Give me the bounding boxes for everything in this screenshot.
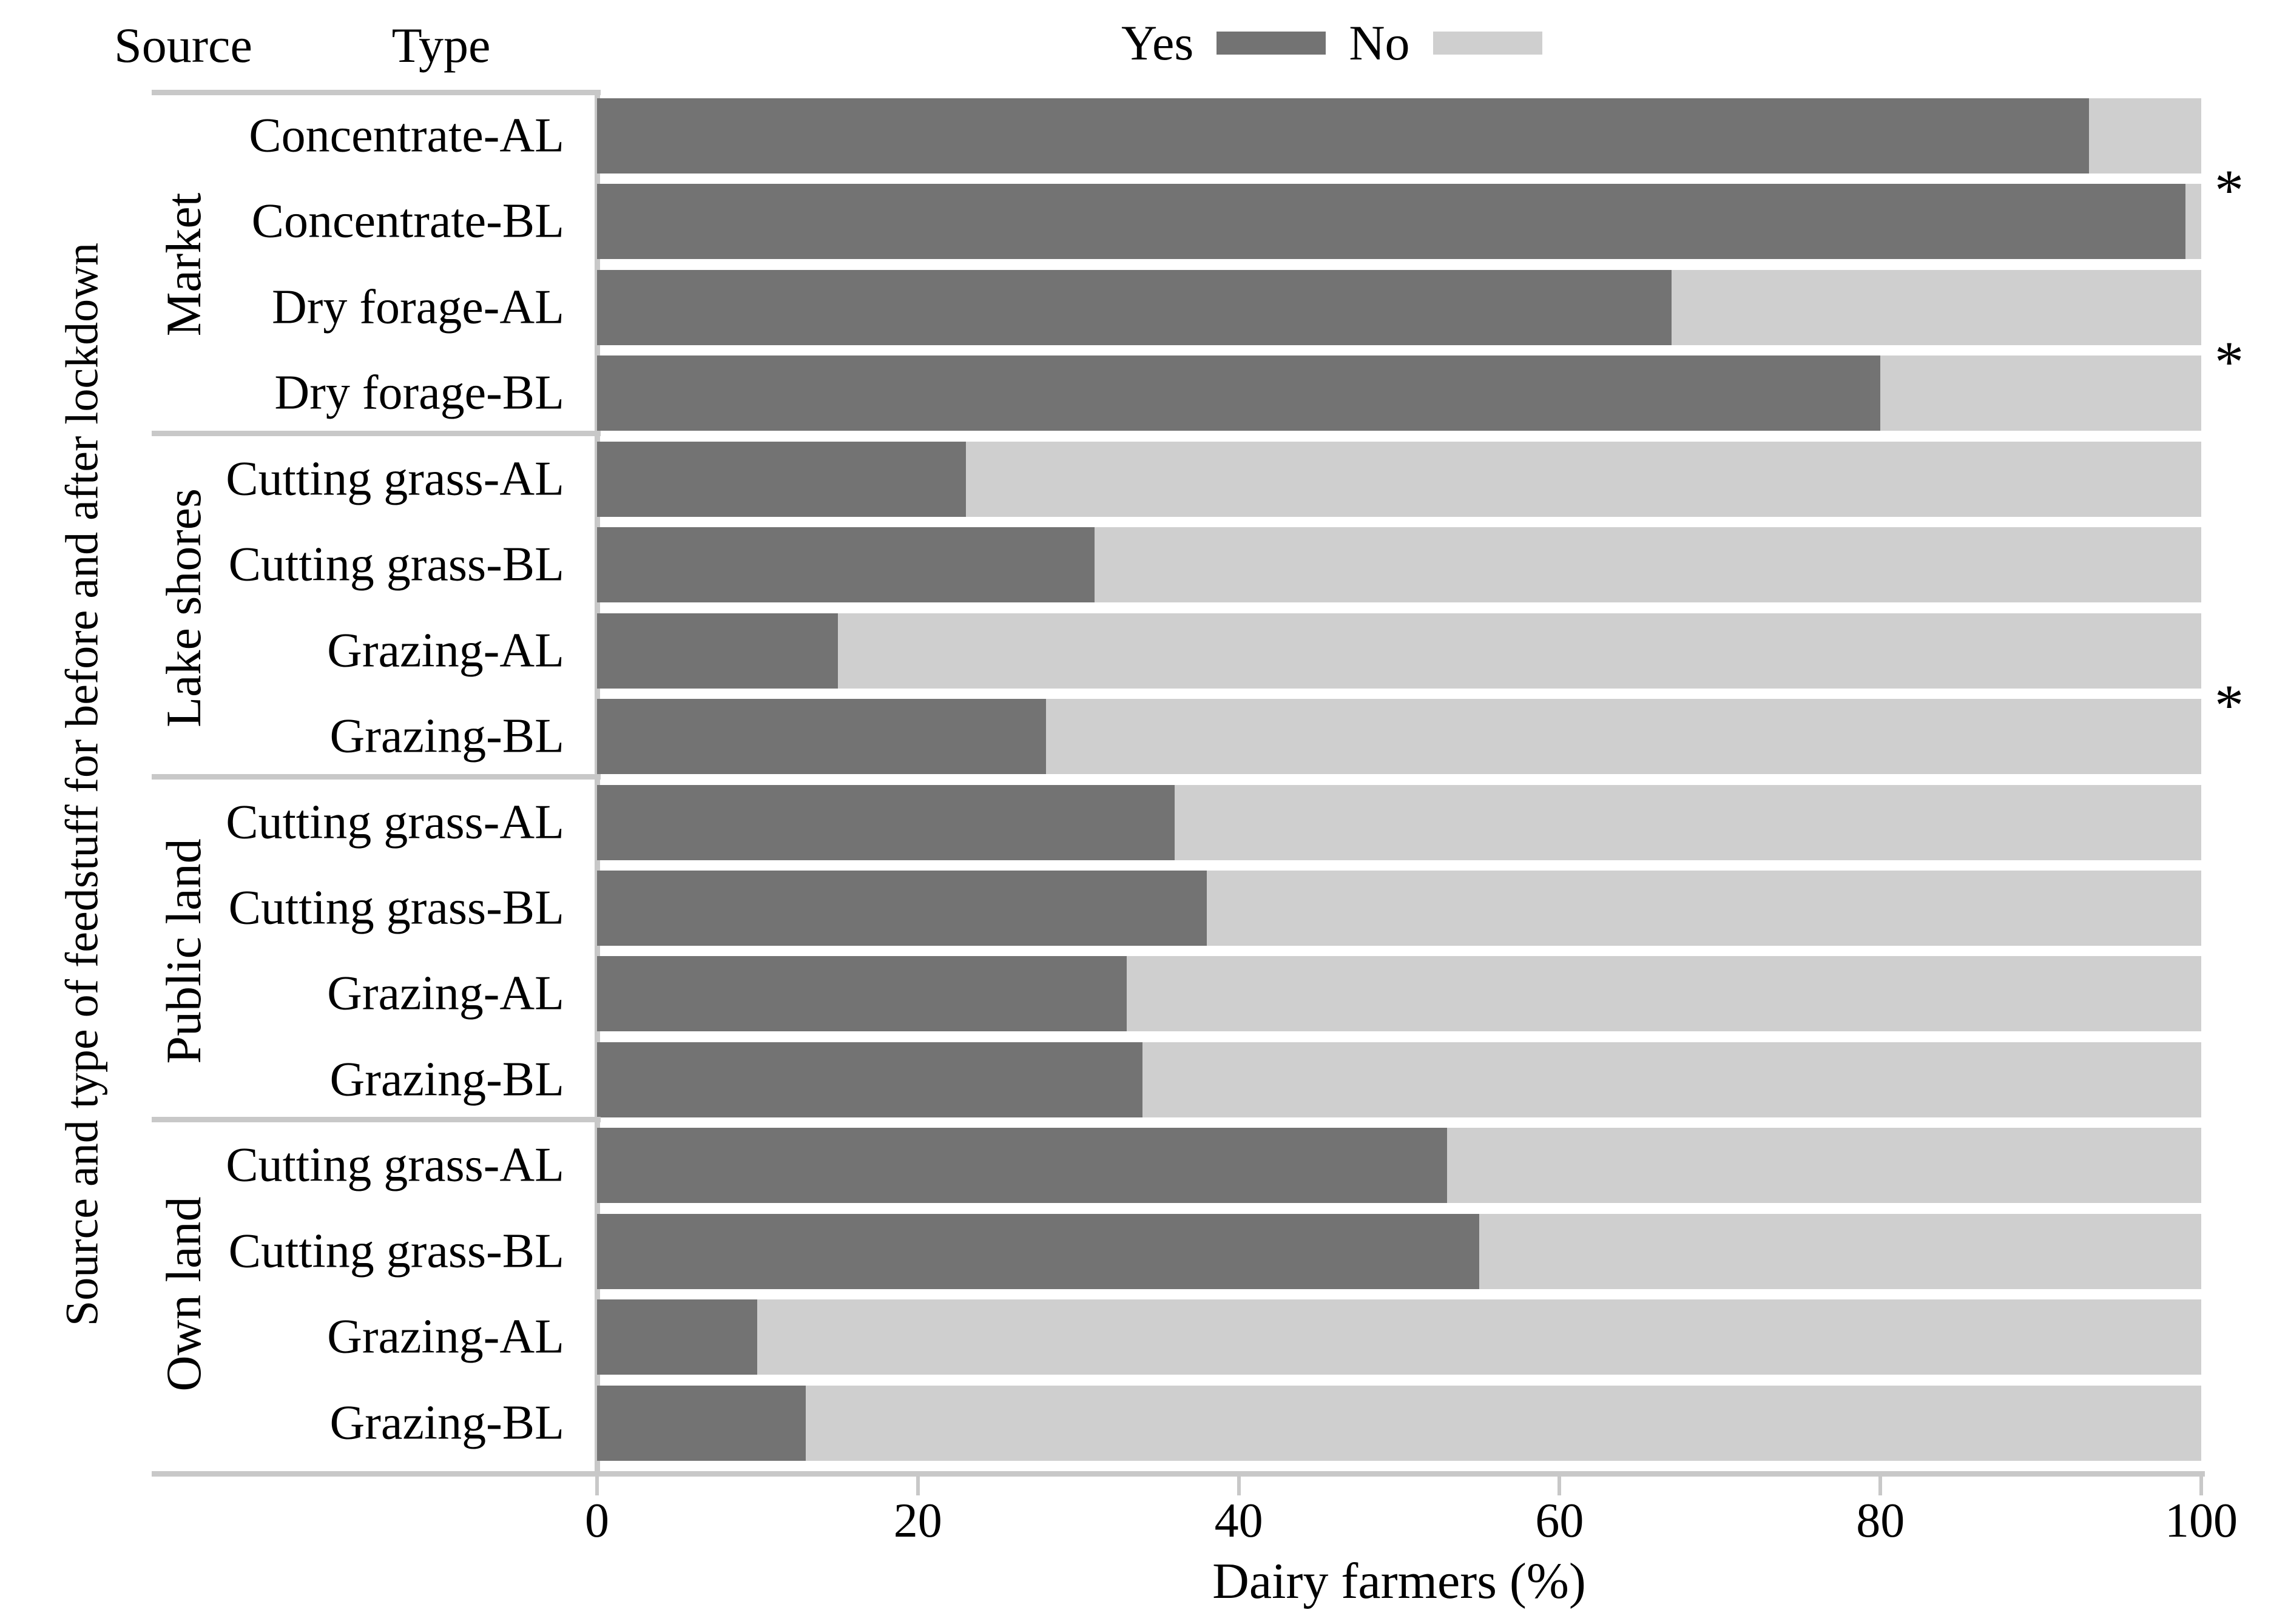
bar-own-land-grazing-bl — [597, 1385, 2201, 1461]
row-label: Grazing-AL — [327, 624, 564, 678]
legend: Yes No — [1121, 15, 1542, 72]
bar-public-land-cutting-grass-bl — [597, 870, 2201, 946]
row-label: Dry forage-AL — [272, 280, 564, 334]
group-separator — [152, 1117, 601, 1123]
x-axis-tick-label: 20 — [893, 1494, 942, 1548]
bar-segment-yes — [597, 956, 1127, 1032]
group-separator — [152, 430, 601, 436]
y-axis-title: Source and type of feedstuff for before … — [56, 243, 108, 1326]
x-axis-tick-label: 40 — [1214, 1494, 1263, 1548]
bar-segment-yes — [597, 355, 1881, 431]
bar-segment-yes — [597, 1128, 1448, 1204]
bar-segment-no — [966, 441, 2201, 517]
bar-segment-yes — [597, 98, 2089, 174]
legend-swatch-yes — [1217, 32, 1326, 55]
group-label-public-land: Public land — [156, 838, 211, 1064]
group-label-own-land: Own land — [156, 1196, 211, 1392]
row-label: Dry forage-BL — [274, 366, 564, 420]
group-separator — [152, 773, 601, 780]
legend-label-no: No — [1349, 15, 1410, 70]
column-header-source: Source — [114, 18, 252, 73]
group-label-market: Market — [156, 192, 211, 337]
bar-segment-yes — [597, 1299, 758, 1375]
row-label: Grazing-AL — [327, 966, 564, 1020]
bar-segment-yes — [597, 527, 1095, 603]
label-panel-right-border — [595, 90, 600, 1477]
significance-asterisk: * — [2215, 672, 2244, 738]
x-axis-tick — [1878, 1476, 1883, 1495]
group-label-lake-shores: Lake shores — [156, 488, 211, 727]
x-axis-tick-label: 60 — [1535, 1494, 1584, 1548]
bar-segment-yes — [597, 269, 1672, 345]
bar-segment-no — [2088, 98, 2201, 174]
row-label: Cutting grass-AL — [226, 1138, 564, 1192]
bar-segment-yes — [597, 1213, 1480, 1289]
row-label: Cutting grass-BL — [228, 537, 564, 591]
bar-segment-yes — [597, 613, 838, 689]
legend-swatch-no — [1433, 32, 1542, 55]
row-label: Concentrate-BL — [251, 194, 564, 248]
bar-segment-yes — [597, 784, 1175, 860]
row-label: Cutting grass-BL — [228, 1224, 564, 1278]
row-label: Grazing-AL — [327, 1310, 564, 1364]
x-axis-tick — [1237, 1476, 1241, 1495]
bar-segment-no — [1880, 355, 2201, 431]
bar-market-concentrate-bl — [597, 184, 2201, 260]
row-label: Concentrate-AL — [249, 109, 564, 163]
bar-segment-no — [1126, 956, 2201, 1032]
label-panel-top-border — [152, 90, 601, 95]
bar-segment-no — [1447, 1128, 2201, 1204]
x-axis-tick — [2199, 1476, 2203, 1495]
bar-public-land-grazing-bl — [597, 1042, 2201, 1117]
bar-own-land-grazing-al — [597, 1299, 2201, 1375]
row-label: Cutting grass-AL — [226, 795, 564, 849]
bar-segment-no — [1206, 870, 2201, 946]
significance-asterisk: * — [2215, 329, 2244, 394]
x-axis-tick-label: 0 — [585, 1494, 609, 1548]
x-axis-tick — [916, 1476, 920, 1495]
x-axis-tick — [595, 1476, 599, 1495]
bar-segment-yes — [597, 1042, 1142, 1117]
x-axis-line — [152, 1471, 2205, 1477]
significance-asterisk: * — [2215, 158, 2244, 223]
bar-segment-yes — [597, 441, 967, 517]
bar-lake-shores-grazing-al — [597, 613, 2201, 689]
bar-segment-yes — [597, 699, 1047, 775]
row-label: Cutting grass-AL — [226, 452, 564, 506]
bar-market-concentrate-al — [597, 98, 2201, 174]
x-axis-tick-label: 80 — [1856, 1494, 1905, 1548]
row-label: Grazing-BL — [329, 709, 564, 763]
row-label: Grazing-BL — [329, 1053, 564, 1107]
bar-lake-shores-cutting-grass-bl — [597, 527, 2201, 603]
bar-segment-yes — [597, 1385, 806, 1461]
row-label: Cutting grass-BL — [228, 881, 564, 935]
bar-public-land-grazing-al — [597, 956, 2201, 1032]
bar-segment-yes — [597, 184, 2185, 260]
bar-public-land-cutting-grass-al — [597, 784, 2201, 860]
bar-segment-no — [1174, 784, 2201, 860]
bar-segment-no — [1142, 1042, 2201, 1117]
bar-segment-no — [1672, 269, 2201, 345]
bar-segment-no — [805, 1385, 2201, 1461]
bar-segment-no — [1094, 527, 2201, 603]
bar-lake-shores-cutting-grass-al — [597, 441, 2201, 517]
bar-own-land-cutting-grass-al — [597, 1128, 2201, 1204]
bar-own-land-cutting-grass-bl — [597, 1213, 2201, 1289]
x-axis-title: Dairy farmers (%) — [1212, 1553, 1586, 1609]
bar-segment-no — [837, 613, 2201, 689]
bar-lake-shores-grazing-bl — [597, 699, 2201, 775]
bar-segment-no — [1479, 1213, 2201, 1289]
bar-segment-no — [2185, 184, 2201, 260]
bar-segment-no — [757, 1299, 2201, 1375]
bar-market-dry-forage-al — [597, 269, 2201, 345]
bar-segment-no — [1046, 699, 2201, 775]
bar-segment-yes — [597, 870, 1207, 946]
legend-label-yes: Yes — [1121, 15, 1194, 70]
x-axis-tick-label: 100 — [2165, 1494, 2238, 1548]
column-header-type: Type — [391, 18, 491, 73]
bar-market-dry-forage-bl — [597, 355, 2201, 431]
row-label: Grazing-BL — [329, 1396, 564, 1450]
x-axis-tick — [1557, 1476, 1562, 1495]
